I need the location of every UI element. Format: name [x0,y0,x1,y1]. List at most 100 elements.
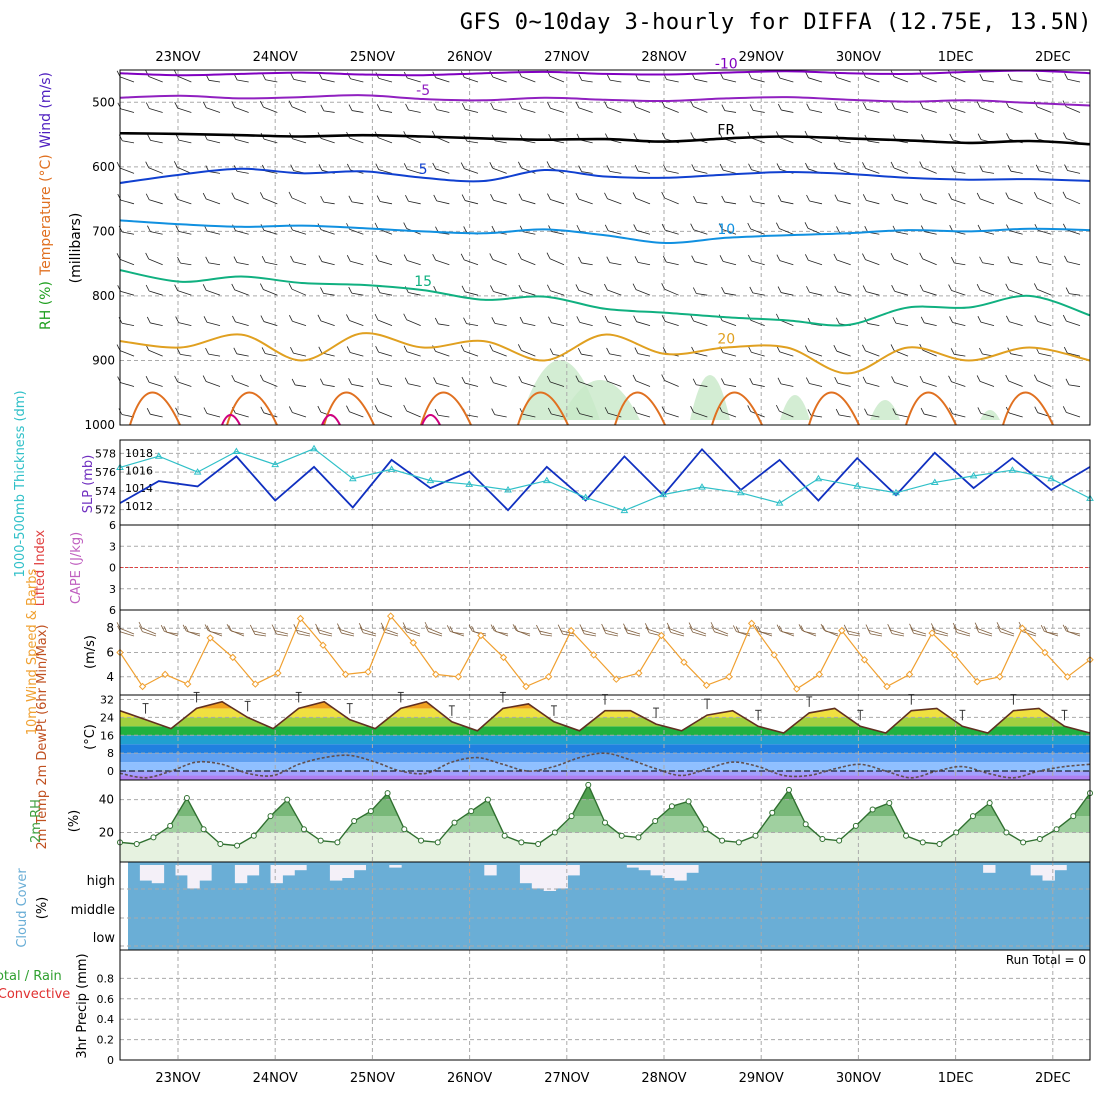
wind-speed-marker [1018,624,1027,632]
wind-barb [607,198,622,205]
wind-barb [435,168,450,174]
wind-barb-flag [375,163,380,170]
wind-barb-flag [892,408,897,415]
wind-barb-flag [518,161,522,169]
rh-marker [284,796,291,803]
rh-marker [518,839,525,846]
wind-barb-flag [461,376,466,384]
wind-barb-flag [318,346,323,354]
date-label-bottom: 26NOV [447,1071,492,1086]
wind-speed-marker [680,658,688,666]
wind-barb [463,350,479,357]
wind-barb [120,631,135,637]
rh-marker [986,799,993,806]
wind-barb-flag [288,283,293,290]
wind-barb [578,290,593,296]
wind-barb [626,629,641,635]
isotherm-line [119,167,1091,184]
wind-barb [581,262,593,266]
wind-barb [666,170,679,174]
wind-barb-flag [492,625,497,632]
precip-convective-label: Convective [0,987,70,1002]
wind-barb-flag [834,285,839,293]
wind-barb [1039,79,1052,83]
wind-barb-flag [805,71,809,78]
wind-barb-flag [749,377,754,385]
wind-barb-flag [160,625,165,632]
wind-barb-flag [173,161,178,168]
wind-barb-flag [748,254,752,262]
wind-barb-flag [921,134,925,141]
wind-barb-flag [691,255,696,262]
wind-barb-flag [380,622,385,630]
rh-marker [384,790,391,797]
isotherm-30 [421,414,441,426]
wind-barb [379,292,393,296]
slp-frame [119,439,1091,526]
cloud-high-bar [983,865,996,873]
rh-tick: 20 [99,825,114,839]
wind-barb-flag [690,223,694,230]
wind-barb [721,411,737,418]
wind-barb-flag [645,626,650,634]
wind-barb-flag [1062,406,1067,413]
wind-barb-flag [260,192,264,199]
wind-barb [578,381,593,387]
wind-barb [427,627,443,635]
wind-barb-flag [931,626,936,634]
thickness-marker [154,452,163,459]
wind-barb-flag [776,71,781,79]
wind-barb [1067,352,1081,357]
wind-barb [636,412,651,418]
rh-marker [150,834,157,841]
rh-marker [769,809,776,816]
wind-barb [383,628,399,635]
wind-barb [521,290,536,296]
wind-barb [865,382,880,387]
cloud-high-bar [1054,865,1067,871]
temp-band [120,762,1090,772]
date-label-top: 27NOV [544,50,589,65]
wind-barb-flag [432,162,437,170]
precip-panel: 0 0.2 0.4 0.6 0.8 Run Total = 0 Total / Rain Co… [0,949,1091,1067]
wind-barb-flag [203,316,208,323]
wind-barb-flag [490,624,495,631]
wind-barb [982,262,995,266]
wind-barb-flag [580,627,585,634]
wind-barb [208,79,221,83]
rh-marker [903,832,910,839]
wind-barb-flag [1035,73,1040,80]
wind-barb-flag [689,625,694,633]
wind-barb [922,349,937,357]
wind-barb [349,137,364,144]
cloud-high-bar [329,865,343,881]
wind-barb-flag [977,133,982,140]
wind-barb [550,107,565,113]
cape-tick: 3 [109,540,116,553]
wind-barb [229,629,245,637]
wind-barb-flag [606,165,611,172]
wind-barb [206,321,221,327]
isotherm-25 [1002,391,1054,426]
legend-entry: Temperature (°C) [38,154,54,276]
wind-barb [521,258,536,266]
wind-barb-flag [463,226,468,233]
wind-barb-flag [805,377,810,384]
wind-barb-flag [890,344,895,351]
wind-barb-flag [662,347,667,354]
wind-speed-marker [319,641,327,649]
wind-barb [521,199,536,205]
wind-barb [752,383,765,387]
wind-barb-flag [633,133,638,140]
rh-marker [250,832,257,839]
wind-barb-flag [260,406,265,413]
wind-speed-marker [973,677,981,686]
thickness-marker [736,488,745,496]
wind-barb [320,229,335,235]
wind-barb-flag [346,314,350,321]
wind-barb [493,382,507,387]
wind-barb [292,229,307,235]
wind-barb [581,80,593,83]
wind-barb-flag [291,378,296,386]
wind-barb-flag [461,103,466,110]
